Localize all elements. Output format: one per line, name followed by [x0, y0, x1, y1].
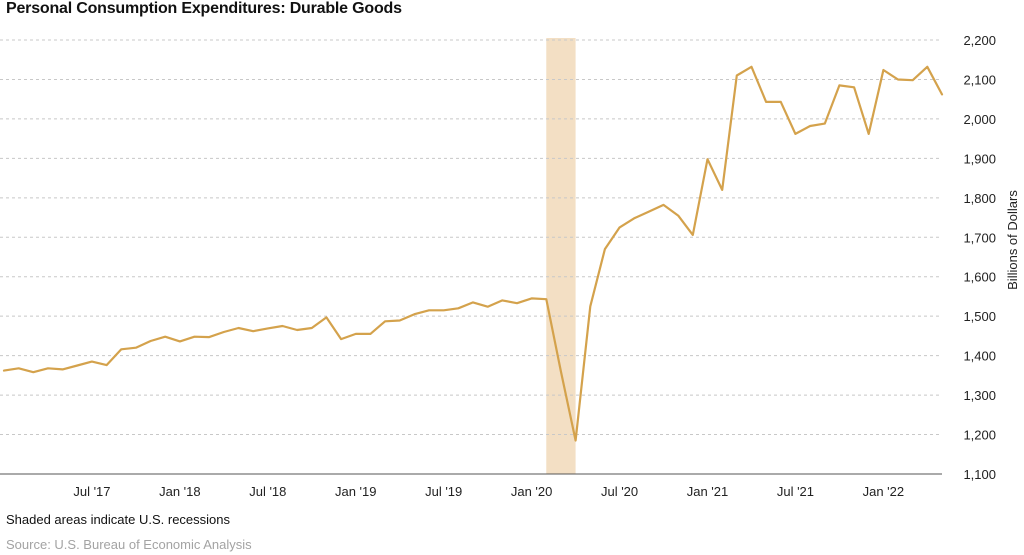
y-tick-label: 2,100 [963, 72, 996, 87]
x-tick-label: Jul '18 [249, 484, 286, 499]
y-tick-label: 1,700 [963, 230, 996, 245]
y-tick-label: 1,400 [963, 349, 996, 364]
source-note: Source: U.S. Bureau of Economic Analysis [6, 537, 252, 552]
line-chart: 1,100 1,200 1,300 1,400 1,500 1,600 1,700 1,800… [0, 33, 1020, 499]
y-axis-title: Billions of Dollars [1005, 190, 1020, 290]
x-tick-label: Jul '19 [425, 484, 462, 499]
x-tick-label: Jan '19 [335, 484, 377, 499]
y-tick-label: 1,100 [963, 467, 996, 482]
x-tick-labels: Jul '17 Jan '18 Jul '18 Jan '19 Jul '19 Jan '… [73, 484, 904, 499]
y-tick-label: 1,800 [963, 191, 996, 206]
x-tick-label: Jul '20 [601, 484, 638, 499]
x-tick-label: Jan '22 [863, 484, 905, 499]
y-tick-label: 1,500 [963, 309, 996, 324]
chart-title: Personal Consumption Expenditures: Durab… [6, 0, 402, 17]
series-layer [2, 65, 944, 442]
y-tick-labels: 1,100 1,200 1,300 1,400 1,500 1,600 1,700 1,800… [963, 33, 996, 482]
series-line [2, 65, 944, 442]
x-tick-label: Jan '20 [511, 484, 553, 499]
y-tick-label: 1,200 [963, 428, 996, 443]
x-tick-label: Jan '18 [159, 484, 201, 499]
x-tick-label: Jul '17 [73, 484, 110, 499]
y-tick-label: 1,600 [963, 270, 996, 285]
recession-band [546, 38, 576, 474]
y-tick-label: 1,900 [963, 151, 996, 166]
recession-note: Shaded areas indicate U.S. recessions [6, 512, 231, 527]
y-tick-label: 1,300 [963, 388, 996, 403]
x-tick-label: Jul '21 [777, 484, 814, 499]
y-tick-label: 2,200 [963, 33, 996, 48]
x-tick-label: Jan '21 [687, 484, 729, 499]
gridlines-layer [0, 39, 942, 436]
recession-shading-layer [546, 38, 576, 474]
y-tick-label: 2,000 [963, 112, 996, 127]
